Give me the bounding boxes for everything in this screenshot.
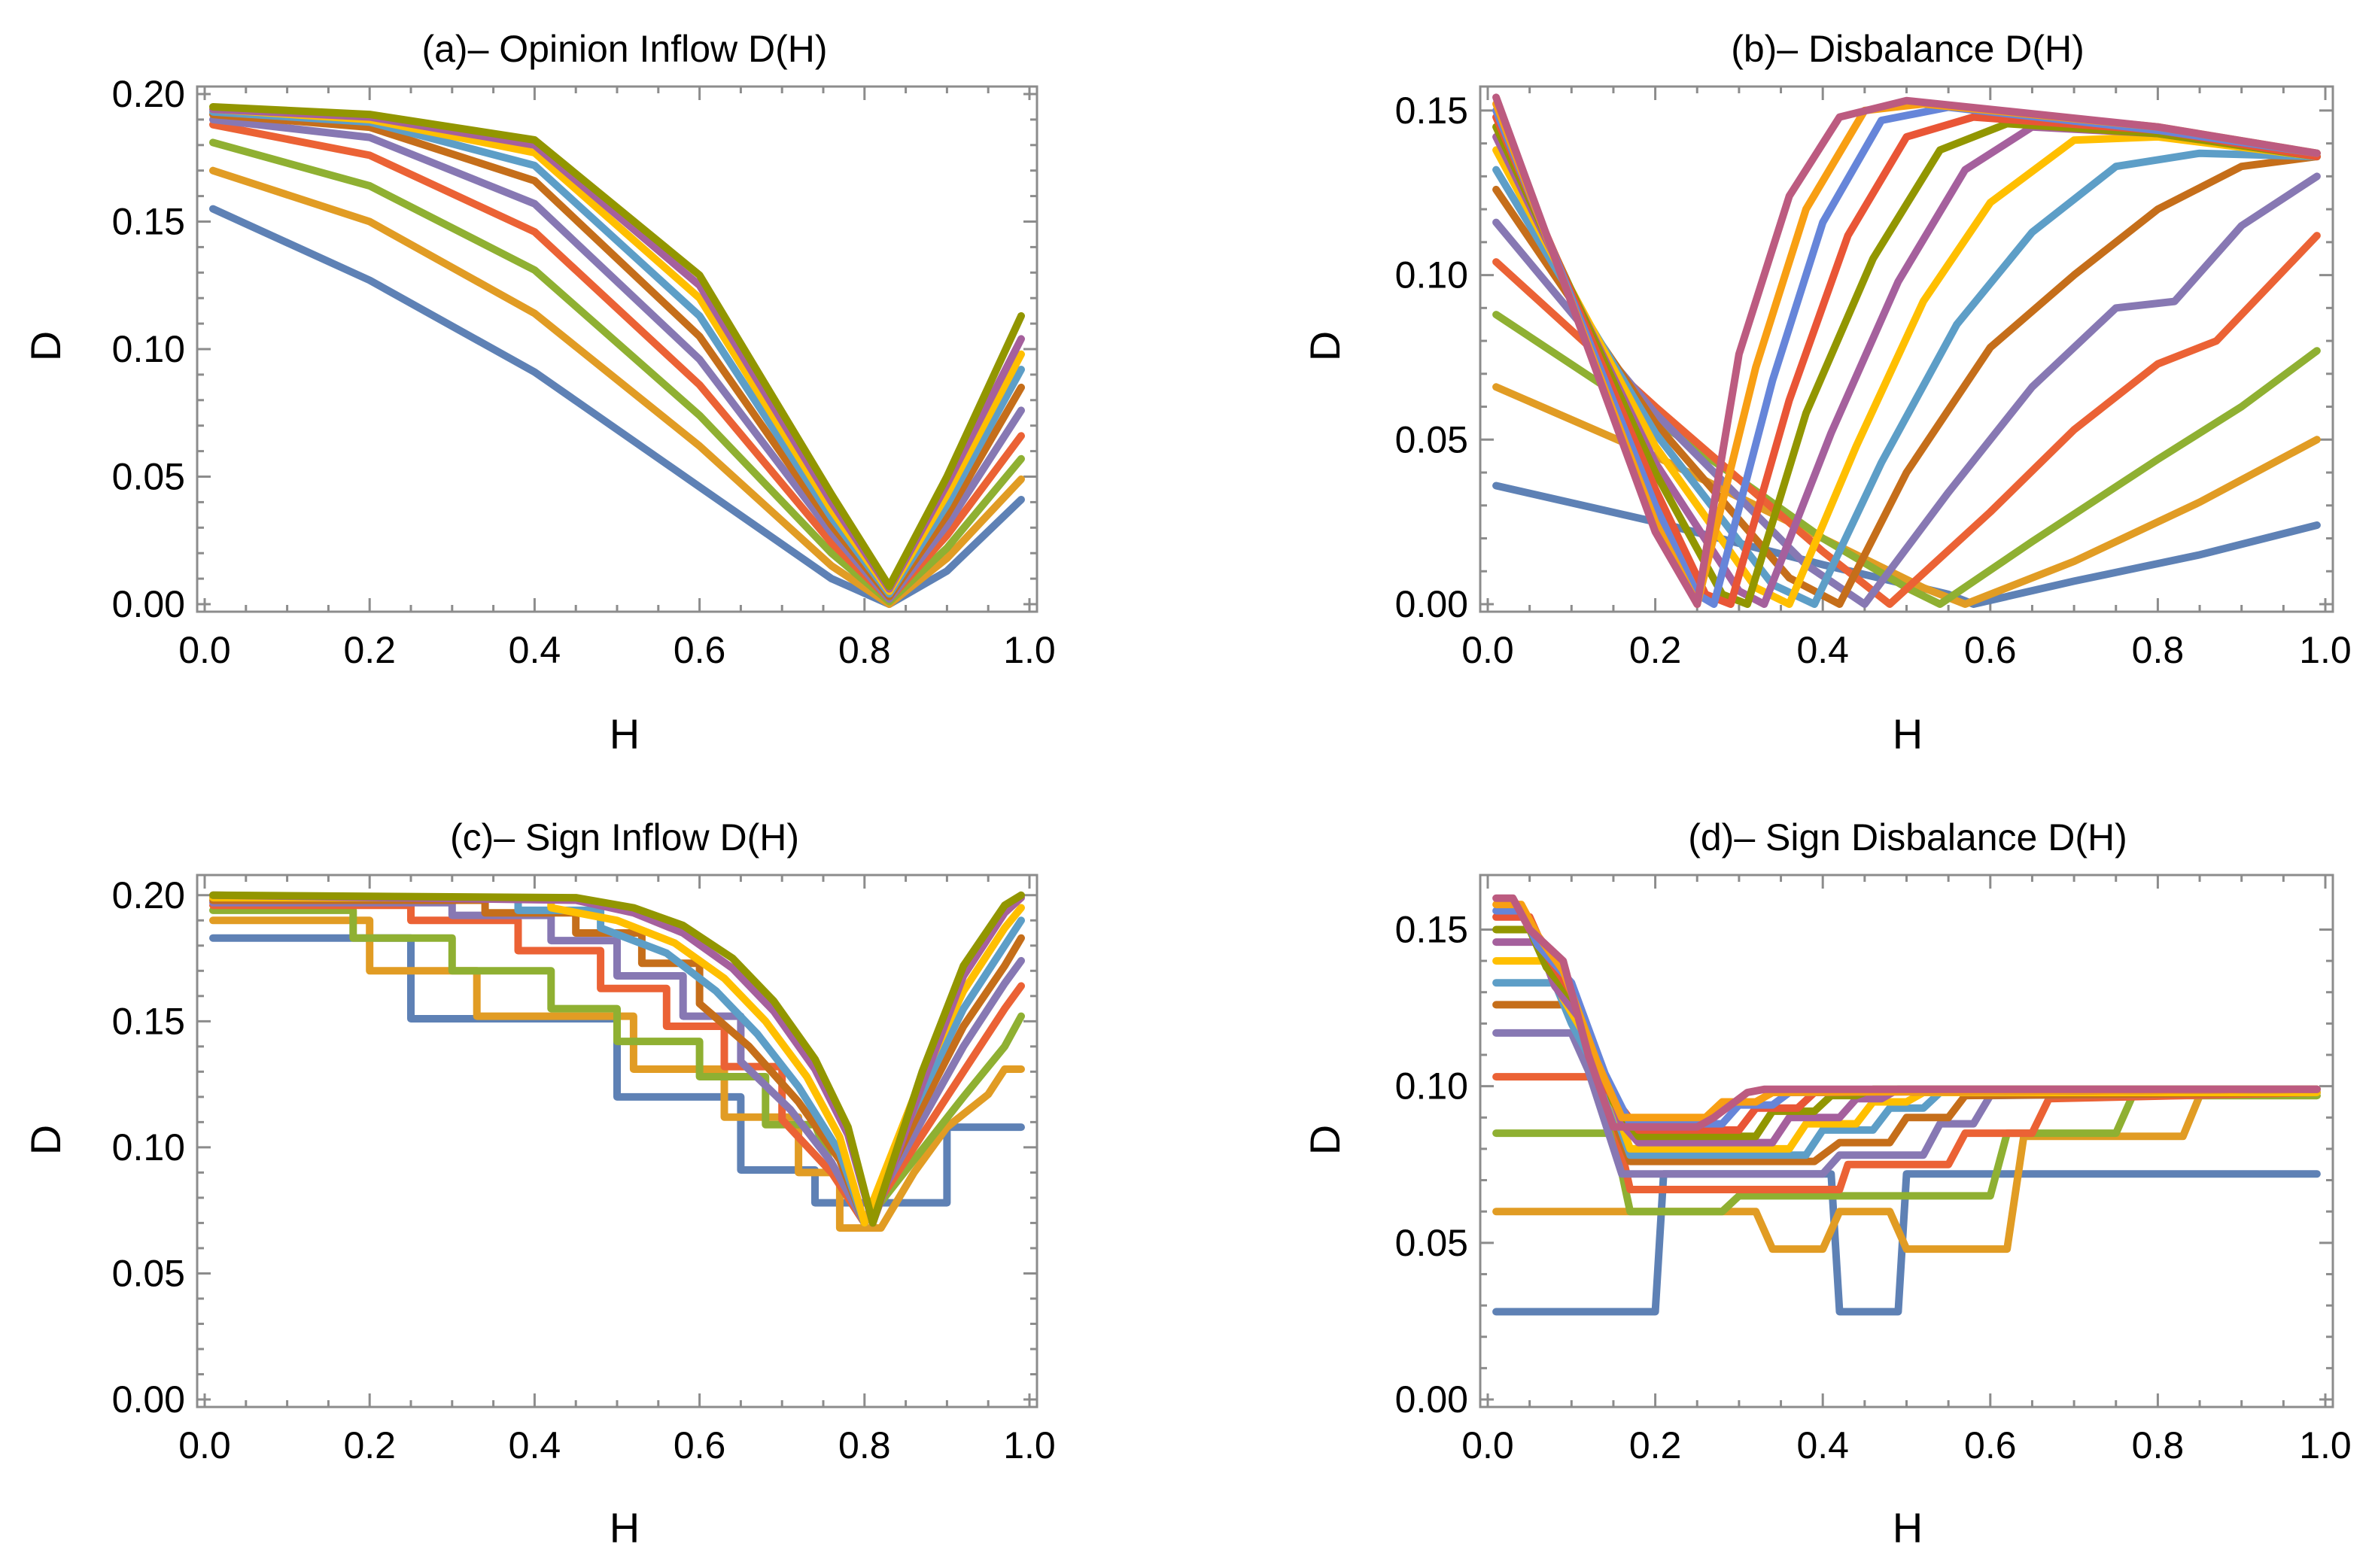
panel-d-series-group: [1492, 894, 2321, 1316]
panel-a-xtick-label: 0.2: [343, 629, 396, 671]
panel-b-ytick-label: 0.00: [1395, 583, 1468, 625]
panel-b-xtick-label: 0.6: [1964, 629, 2017, 671]
panel-d-series-7: [1492, 979, 2321, 1159]
panel-c-xtick-label: 1.0: [1003, 1424, 1056, 1466]
panel-c-ytick-label: 0.05: [112, 1252, 185, 1294]
panel-b-series-4: [1492, 232, 2321, 608]
panel-a-xtick-label: 0.0: [178, 629, 231, 671]
panel-b-xtick-label: 1.0: [2299, 629, 2352, 671]
panel-b-series-12: [1492, 103, 2321, 608]
panel-d-series-9: [1492, 938, 2321, 1147]
panel-a: (a)– Opinion Inflow D(H) H D 0.0 0.2 0.4 0.…: [22, 28, 1056, 758]
panel-d-series-14: [1492, 894, 2321, 1131]
panel-c-series-7: [209, 894, 1025, 1227]
panel-d-xtick-label: 0.4: [1796, 1424, 1849, 1466]
panel-c-ytick-label: 0.10: [112, 1126, 185, 1168]
panel-b: (b)– Disbalance D(H) H D 0.0 0.2 0.4 0.6 0.8…: [1301, 28, 2352, 758]
panel-c-xtick-label: 0.8: [838, 1424, 891, 1466]
panel-b-series-3: [1492, 311, 2321, 608]
panel-a-ytick-label: 0.05: [112, 456, 185, 498]
panel-d-ytick-label: 0.15: [1395, 908, 1468, 950]
panel-d-series-13: [1492, 901, 2321, 1122]
panel-a-series-8: [209, 105, 1025, 595]
panel-c-xtick-label: 0.2: [343, 1424, 396, 1466]
panel-a-ytick-label: 0.20: [112, 73, 185, 115]
panel-b-series-8: [1492, 132, 2321, 608]
panel-a-series-group: [209, 103, 1025, 608]
panel-d-xtick-label: 0.0: [1461, 1424, 1514, 1466]
panel-a-title: (a)– Opinion Inflow D(H): [421, 28, 827, 70]
panel-d-xtick-label: 0.2: [1629, 1424, 1682, 1466]
panel-b-series-5: [1492, 172, 2321, 608]
panel-d-ytick-label: 0.05: [1395, 1222, 1468, 1264]
panel-c-xtick-label: 0.6: [674, 1424, 726, 1466]
panel-c-series-1: [209, 934, 1025, 1207]
panel-c-ytick-label: 0.15: [112, 1000, 185, 1042]
panel-d-ylabel: D: [1301, 1125, 1349, 1155]
panel-a-ytick-label: 0.15: [112, 201, 185, 243]
panel-a-xtick-label: 0.8: [838, 629, 891, 671]
panel-d-ytick-label: 0.00: [1395, 1378, 1468, 1421]
panel-b-series-14: [1492, 93, 2321, 608]
panel-d-series-5: [1492, 1029, 2321, 1178]
panel-a-ytick-label: 0.10: [112, 328, 185, 370]
panel-b-series-13: [1492, 100, 2321, 608]
panel-a-series-2: [209, 166, 1025, 608]
panel-b-xtick-label: 0.0: [1461, 629, 1514, 671]
panel-c-ytick-label: 0.20: [112, 874, 185, 916]
panel-c-series-10: [209, 891, 1025, 1227]
panel-c-title: (c)– Sign Inflow D(H): [450, 816, 799, 858]
panel-a-ylabel: D: [22, 331, 69, 361]
panel-a-series-3: [209, 138, 1025, 606]
panel-c-series-3: [209, 906, 1025, 1227]
panel-a-series-7: [209, 108, 1025, 598]
panel-c-series-group: [209, 891, 1025, 1232]
panel-b-ytick-label: 0.15: [1395, 90, 1468, 132]
panel-d-xtick-label: 1.0: [2299, 1424, 2352, 1466]
panel-a-xlabel: H: [610, 710, 640, 758]
panel-c-ylabel: D: [22, 1125, 69, 1155]
panel-d-series-6: [1492, 1001, 2321, 1165]
panel-d-xtick-label: 0.6: [1964, 1424, 2017, 1466]
panel-a-series-10: [209, 103, 1025, 591]
panel-b-xtick-label: 0.2: [1629, 629, 1682, 671]
panel-c-xtick-label: 0.4: [509, 1424, 561, 1466]
panel-b-ytick-label: 0.05: [1395, 418, 1468, 460]
panel-b-xlabel: H: [1893, 710, 1923, 758]
panel-a-series-4: [209, 120, 1025, 603]
panel-a-series-1: [209, 205, 1025, 608]
panel-a-ytick-label: 0.00: [112, 583, 185, 625]
panel-b-xtick-label: 0.8: [2132, 629, 2185, 671]
panel-d-xtick-label: 0.8: [2132, 1424, 2185, 1466]
panel-c: (c)– Sign Inflow D(H) H D 0.0 0.2 0.4 0.6 0.…: [22, 816, 1056, 1551]
panel-b-ytick-label: 0.10: [1395, 254, 1468, 296]
panel-b-title: (b)– Disbalance D(H): [1731, 28, 2085, 70]
panel-c-xtick-label: 0.0: [178, 1424, 231, 1466]
panel-b-ylabel: D: [1301, 331, 1349, 361]
panel-a-xtick-label: 1.0: [1003, 629, 1056, 671]
panel-b-series-group: [1492, 93, 2321, 608]
panel-d-ytick-label: 0.10: [1395, 1065, 1468, 1108]
panel-d-title: (d)– Sign Disbalance D(H): [1688, 816, 2127, 858]
panel-a-xtick-label: 0.6: [674, 629, 726, 671]
panel-a-series-5: [209, 115, 1025, 603]
panel-a-xtick-label: 0.4: [509, 629, 561, 671]
panel-c-xlabel: H: [610, 1504, 640, 1551]
panel-a-frame: [196, 85, 1038, 613]
panel-c-ytick-label: 0.00: [112, 1378, 185, 1421]
panel-a-series-9: [209, 105, 1025, 593]
panel-c-series-8: [209, 894, 1025, 1227]
panel-a-series-6: [209, 111, 1025, 600]
panel-d: (d)– Sign Disbalance D(H) H D 0.0 0.2 0.4 0…: [1301, 816, 2352, 1551]
panel-d-xlabel: H: [1893, 1504, 1923, 1551]
panel-d-series-2: [1492, 1092, 2321, 1253]
panel-b-xtick-label: 0.4: [1796, 629, 1849, 671]
